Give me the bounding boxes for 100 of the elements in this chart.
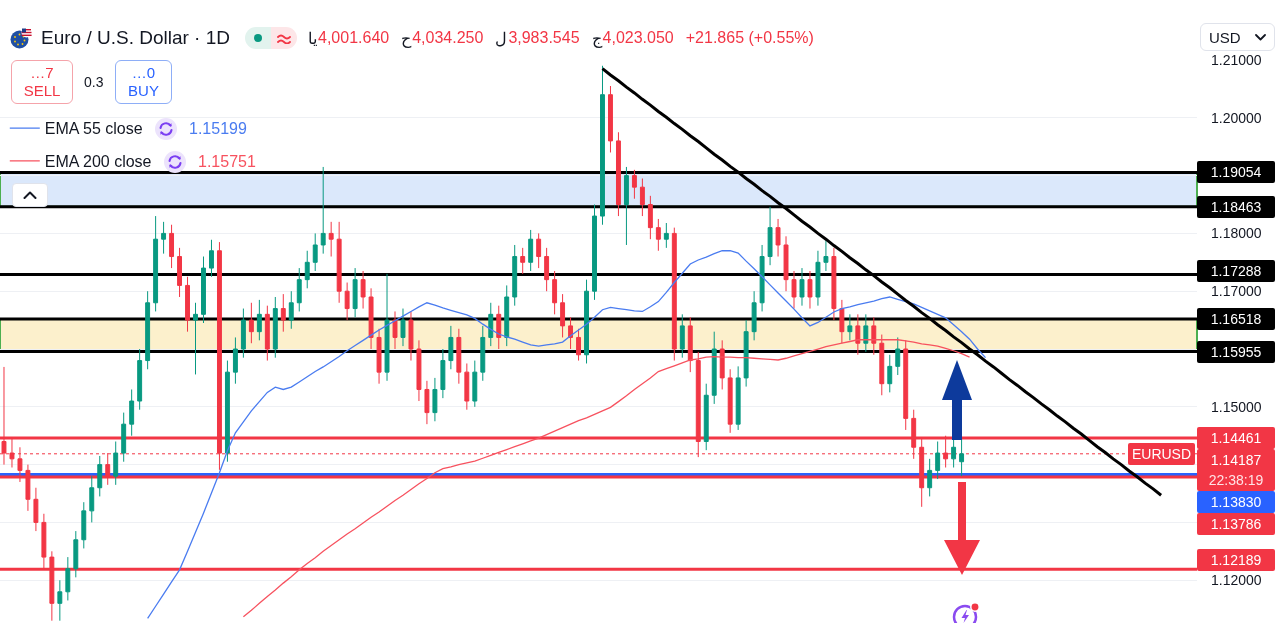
candlestick xyxy=(528,229,534,272)
annotation: 1.15199 xyxy=(189,120,247,138)
candlestick xyxy=(464,362,470,411)
candlestick xyxy=(320,166,326,255)
candlestick xyxy=(121,412,127,463)
candlestick xyxy=(687,316,693,373)
buy-button: …0 BUY xyxy=(115,60,172,104)
candlestick xyxy=(623,166,629,246)
candlestick xyxy=(384,273,390,382)
sell-button: …7 SELL xyxy=(11,60,73,104)
annotation: 0.3 xyxy=(84,74,104,90)
candlestick xyxy=(751,290,757,341)
candlestick xyxy=(655,218,661,252)
candlestick xyxy=(193,302,198,375)
ref-line-label: 1.15955 xyxy=(1197,340,1275,363)
candlestick xyxy=(576,328,582,362)
candlestick xyxy=(903,339,909,431)
candlestick xyxy=(839,299,845,344)
candlestick xyxy=(224,360,230,463)
candlestick xyxy=(783,235,789,292)
candlestick xyxy=(735,365,741,431)
candlestick xyxy=(544,247,550,292)
text: 22:38:19 xyxy=(1207,470,1265,490)
candlestick xyxy=(440,348,446,399)
candlestick xyxy=(488,302,494,347)
candlestick xyxy=(496,305,502,350)
currency-dropdown: USD xyxy=(1200,23,1275,51)
candlestick xyxy=(456,328,462,385)
candlestick xyxy=(719,339,725,390)
y-tick-label: 1.17000 xyxy=(1211,283,1262,300)
candlestick xyxy=(424,380,430,425)
candlestick xyxy=(89,475,95,523)
candlestick xyxy=(512,244,518,307)
candlestick xyxy=(296,267,302,312)
candlestick xyxy=(448,325,454,370)
annotation: EURUSD xyxy=(1128,442,1195,465)
candlestick xyxy=(304,250,310,289)
annotation: 1.15751 xyxy=(198,153,256,171)
candlestick xyxy=(631,169,637,200)
candlestick xyxy=(711,331,717,405)
candlestick xyxy=(201,256,206,324)
candlestick xyxy=(272,296,278,359)
candlestick xyxy=(97,455,103,497)
candlestick xyxy=(240,308,246,359)
candlestick xyxy=(312,232,318,272)
candlestick xyxy=(288,290,294,330)
candlestick xyxy=(73,530,79,578)
candlestick xyxy=(256,299,262,341)
candlestick xyxy=(871,316,877,356)
candlestick xyxy=(472,360,478,408)
ref-line-label: 1.17288 xyxy=(1197,260,1275,283)
candlestick xyxy=(807,270,813,310)
candlestick xyxy=(432,377,438,422)
candlestick xyxy=(153,215,159,312)
candlestick xyxy=(887,354,893,393)
candlestick xyxy=(344,282,350,321)
candlestick xyxy=(647,195,653,240)
candlestick xyxy=(759,244,765,312)
candlestick xyxy=(560,293,566,338)
annotation: BUY xyxy=(128,82,159,100)
candlestick xyxy=(33,487,39,532)
candlestick xyxy=(336,221,342,304)
text: +21.865 (+0.55%) xyxy=(685,28,814,48)
candlestick xyxy=(400,308,406,347)
candlestick xyxy=(815,250,821,307)
candlestick xyxy=(927,458,933,497)
candlestick xyxy=(408,310,414,362)
candlestick xyxy=(584,279,589,364)
legend-label: EMA 55 close xyxy=(44,120,143,138)
candlestick xyxy=(328,221,334,258)
candlestick xyxy=(416,339,422,402)
y-tick-label: 1.12000 xyxy=(1211,572,1262,589)
annotation: …0 xyxy=(131,64,156,82)
candlestick xyxy=(57,579,63,622)
candlestick xyxy=(280,293,286,333)
candlestick xyxy=(615,131,621,217)
candlestick xyxy=(855,313,861,356)
candlestick xyxy=(360,270,366,310)
y-tick-label: 1.15000 xyxy=(1211,398,1262,415)
candlestick xyxy=(368,287,374,350)
candlestick xyxy=(959,438,965,477)
candlestick xyxy=(232,336,238,385)
candlestick xyxy=(600,65,605,226)
candlestick xyxy=(129,388,135,437)
candlestick xyxy=(823,238,829,272)
candlestick xyxy=(775,218,781,258)
legend-label: EMA 200 close xyxy=(44,153,152,171)
candlestick xyxy=(727,368,733,434)
candlestick xyxy=(879,334,885,396)
ref-line-label: 1.14461 xyxy=(1197,426,1275,449)
candlestick xyxy=(671,227,677,362)
y-tick-label: 1.18000 xyxy=(1211,225,1262,242)
ref-line-label: 1.19054 xyxy=(1197,161,1275,184)
candlestick xyxy=(248,302,254,344)
candlestick xyxy=(480,325,486,382)
candlestick xyxy=(799,267,805,307)
candlestick xyxy=(137,348,143,411)
ref-line-label: 1.13830 xyxy=(1197,490,1275,513)
candlestick xyxy=(663,222,669,249)
ref-line-label: 1.13786 xyxy=(1197,512,1275,535)
